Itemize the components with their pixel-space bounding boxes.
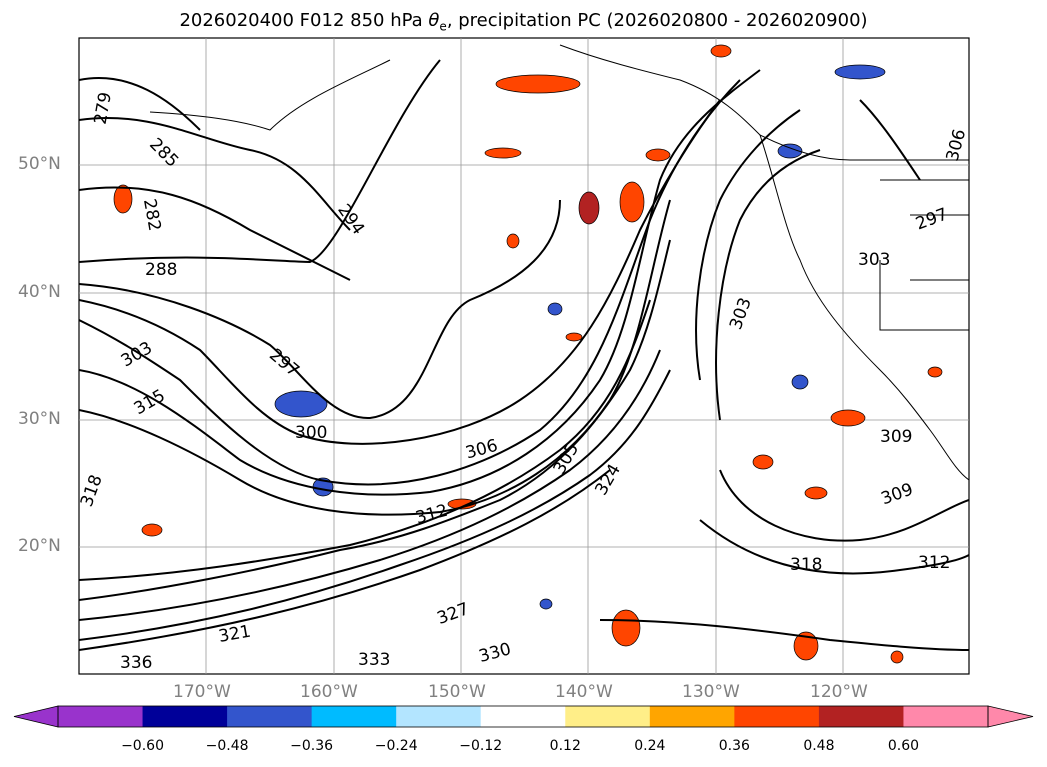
contour-label: 300	[295, 423, 327, 443]
precip-patch	[645, 148, 671, 162]
precip-patch	[565, 332, 583, 342]
lon-label: 150°W	[428, 682, 486, 702]
precip-patch	[539, 598, 553, 610]
colorbar-swatch	[480, 706, 566, 727]
precip-patch	[484, 147, 522, 159]
colorbar-swatch	[734, 706, 820, 727]
precip-patch	[274, 390, 328, 418]
lon-label: 140°W	[555, 682, 613, 702]
colorbar-tick-label: −0.60	[121, 738, 164, 754]
lat-label: 50°N	[18, 154, 61, 174]
contour-label: 312	[918, 553, 950, 573]
colorbar-swatch	[311, 706, 397, 727]
colorbar-swatch	[565, 706, 651, 727]
lon-label: 160°W	[300, 682, 358, 702]
lat-label: 30°N	[18, 409, 61, 429]
colorbar-swatch	[818, 706, 904, 727]
colorbar-tick-label: 0.12	[549, 738, 581, 754]
precip-patch	[804, 486, 828, 500]
precip-patch	[578, 191, 600, 225]
colorbar-swatch	[396, 706, 482, 727]
colorbar-over-arrow	[987, 705, 1034, 728]
contour-label: 303	[858, 250, 890, 270]
lat-label: 40°N	[18, 282, 61, 302]
coastlines	[149, 44, 969, 481]
precip-patch	[611, 609, 641, 647]
contour-label: 318	[790, 555, 822, 575]
contour-label: 336	[120, 653, 152, 673]
contour-label: 333	[358, 650, 390, 670]
precip-patch	[793, 631, 819, 661]
colorbar-tick-label: −0.36	[290, 738, 334, 754]
precip-patch	[777, 143, 803, 159]
colorbar-swatch	[227, 706, 313, 727]
colorbar-under-arrow	[13, 705, 59, 728]
colorbar-tick-label: −0.12	[459, 738, 503, 754]
precip-patch	[547, 302, 563, 316]
colorbar-swatch	[649, 706, 735, 727]
precip-patch	[927, 366, 943, 378]
colorbar-tick-label: −0.24	[374, 738, 418, 754]
precip-patches	[113, 44, 943, 664]
precip-patch	[791, 374, 809, 390]
colorbar-tick-label: 0.48	[803, 738, 835, 754]
lat-label: 20°N	[18, 536, 61, 556]
precip-patch	[834, 64, 886, 80]
precip-patch	[890, 650, 904, 664]
precip-patch	[113, 184, 133, 214]
lon-label: 170°W	[173, 682, 231, 702]
theta-e-contours	[79, 59, 969, 651]
precip-patch	[141, 523, 163, 537]
colorbar-tick-label: −0.48	[205, 738, 249, 754]
colorbar-swatch	[58, 706, 144, 727]
precip-patch	[506, 233, 520, 249]
precip-patch	[752, 454, 774, 470]
lon-label: 130°W	[682, 682, 740, 702]
colorbar-swatch	[903, 706, 989, 727]
colorbar-tick-label: 0.36	[718, 738, 750, 754]
precip-patch	[495, 74, 581, 94]
colorbar	[13, 705, 1034, 728]
contour-label: 288	[145, 260, 177, 280]
colorbar-tick-label: 0.24	[634, 738, 666, 754]
map-title: 2026020400 F012 850 hPa θe, precipitatio…	[179, 10, 868, 34]
precip-patch	[619, 181, 645, 223]
precip-patch	[710, 44, 732, 58]
lon-label: 120°W	[810, 682, 868, 702]
precip-patch	[830, 409, 866, 427]
contour-label: 309	[880, 427, 912, 447]
colorbar-swatch	[142, 706, 228, 727]
colorbar-frame	[57, 705, 989, 728]
colorbar-tick-label: 0.60	[887, 738, 920, 754]
